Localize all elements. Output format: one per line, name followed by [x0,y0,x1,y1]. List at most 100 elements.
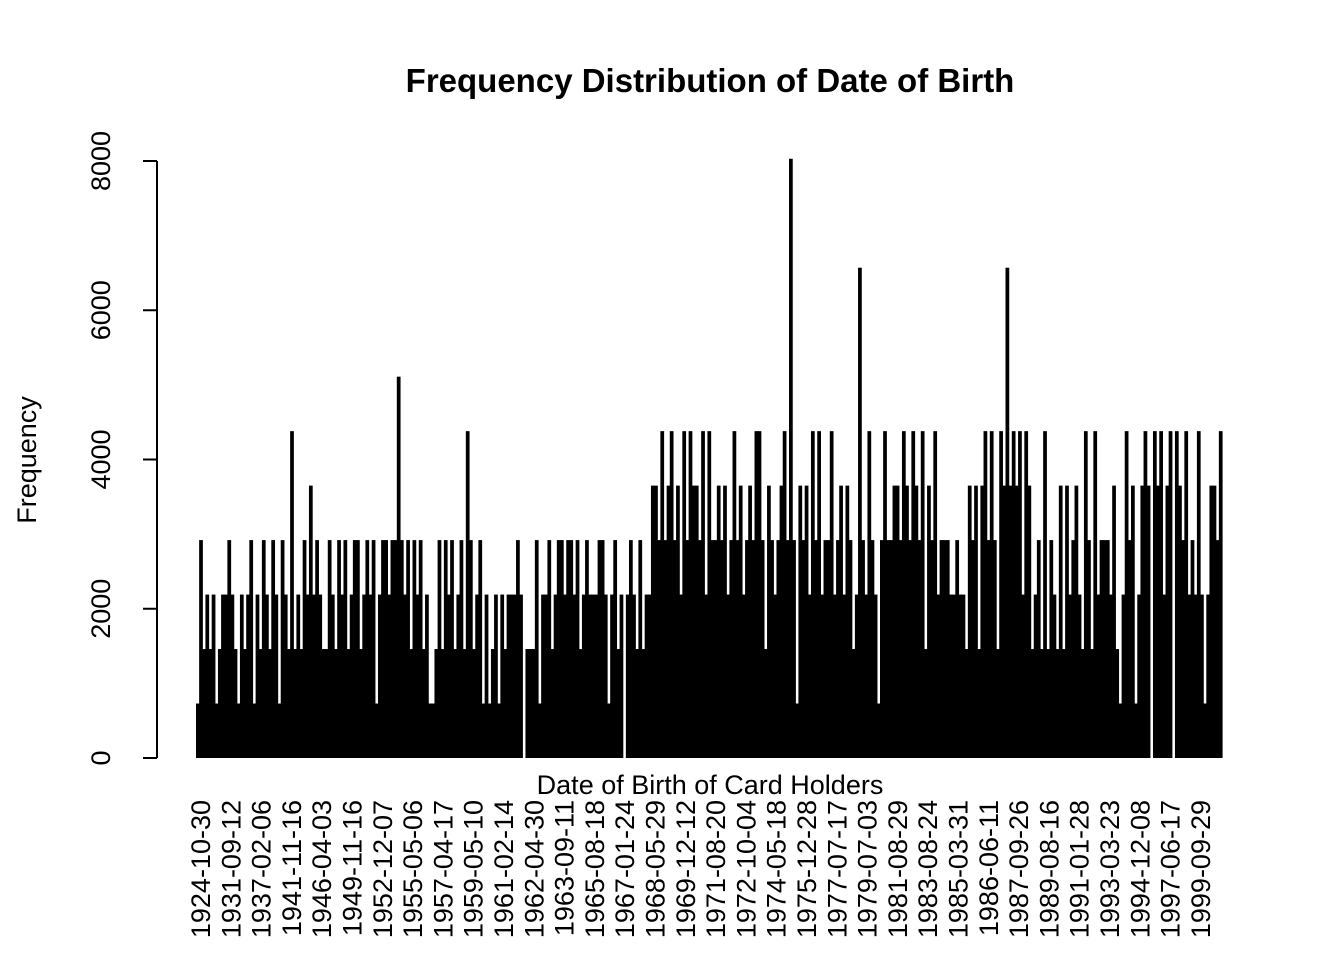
bar [472,649,476,758]
bar [914,485,919,758]
bar [475,594,479,758]
bar [371,540,376,758]
bar [1127,540,1132,758]
x-tick-label: 1969-12-12 [671,800,701,938]
bar [1065,485,1069,758]
bar [1212,485,1217,758]
bar [901,431,906,758]
bar [867,431,872,758]
x-tick-label: 1972-10-04 [731,800,761,938]
bar [274,594,279,758]
bar [641,649,646,758]
bar [657,540,661,758]
bar [1033,594,1038,758]
bar [1156,485,1160,758]
bar [685,540,690,758]
bar [996,649,1000,758]
bar [437,540,442,758]
bar [318,594,323,758]
bar [255,594,260,758]
bar [541,594,545,758]
bar [1165,485,1170,758]
bar [1046,649,1051,758]
bar [729,540,734,758]
x-tick-label: 1981-08-29 [883,800,913,938]
bar [650,485,655,758]
bar [726,594,730,758]
bar [1052,594,1057,758]
x-tick-label: 1974-05-18 [762,800,792,938]
bar [286,649,291,758]
bar [265,594,269,758]
bar [814,540,818,758]
bar [277,703,282,758]
bar [848,540,853,758]
bar [243,649,247,758]
x-tick-label: 1949-11-16 [338,800,368,936]
bar [723,485,727,758]
bar [440,649,445,758]
bar [1131,485,1135,758]
bar [1014,485,1019,758]
bar [415,594,420,758]
bar [214,703,219,758]
bar [1209,485,1214,758]
bar [785,540,790,758]
bar [352,540,357,758]
bar [698,540,702,758]
bar [434,649,439,758]
bar [986,540,991,758]
bar [1152,431,1157,758]
bar [239,594,244,758]
bar [362,594,367,758]
bar [741,594,746,758]
bar [792,540,796,758]
bar [487,703,492,758]
bar [1068,594,1072,758]
x-tick-label: 1959-05-10 [459,800,489,938]
x-tick-label: 1962-04-30 [519,800,549,938]
bar [638,540,643,758]
bar [456,594,461,758]
bar [302,540,307,758]
bar [299,649,304,758]
x-tick-label: 1931-09-12 [216,800,246,938]
bar [359,649,363,758]
bar [1137,594,1142,758]
bar [644,594,649,758]
bar [290,431,294,758]
bar [1083,431,1088,758]
x-tick-label: 1963-09-11 [550,800,580,936]
y-axis: 0 2000 4000 6000 8000 [86,131,158,766]
bar [327,540,332,758]
x-tick-label: 1952-12-07 [368,800,398,938]
bar [607,703,611,758]
x-tick-label: 1983-08-24 [913,800,943,938]
bar [745,540,749,758]
bar [296,594,301,758]
bar [509,594,514,758]
bar [1124,431,1129,758]
bar [1030,649,1035,758]
bar [283,594,288,758]
x-tick-label: 1997-06-17 [1156,800,1186,938]
bar [478,540,483,758]
bar [632,594,636,758]
bar [547,540,552,758]
bar [854,594,859,758]
bar [757,431,762,758]
bar [280,540,285,758]
bar [666,485,671,758]
bar [672,540,677,758]
bar [512,594,517,758]
bar [600,540,605,758]
bar [945,540,950,758]
x-tick-label: 1999-09-29 [1186,800,1216,938]
bar [763,649,768,758]
bar [751,540,756,758]
bar [1036,540,1041,758]
bar [585,540,589,758]
bar [713,540,718,758]
bar [305,594,310,758]
